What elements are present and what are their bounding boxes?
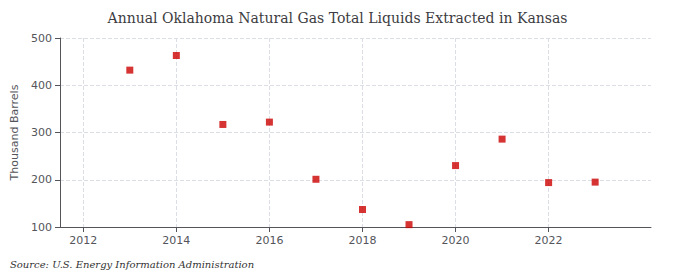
- svg-text:2022: 2022: [535, 234, 563, 247]
- svg-text:2014: 2014: [162, 234, 190, 247]
- svg-text:Annual Oklahoma Natural Gas To: Annual Oklahoma Natural Gas Total Liquid…: [107, 10, 568, 26]
- svg-text:2012: 2012: [69, 234, 97, 247]
- svg-text:100: 100: [31, 221, 52, 234]
- svg-text:Source: U.S. Energy Informatio: Source: U.S. Energy Information Administ…: [10, 259, 254, 270]
- svg-text:2016: 2016: [255, 234, 283, 247]
- svg-text:400: 400: [31, 79, 52, 92]
- svg-text:Thousand Barrels: Thousand Barrels: [8, 84, 21, 181]
- svg-text:500: 500: [31, 32, 52, 45]
- svg-text:2018: 2018: [348, 234, 376, 247]
- svg-text:2020: 2020: [442, 234, 470, 247]
- svg-text:200: 200: [31, 173, 52, 186]
- svg-text:300: 300: [31, 126, 52, 139]
